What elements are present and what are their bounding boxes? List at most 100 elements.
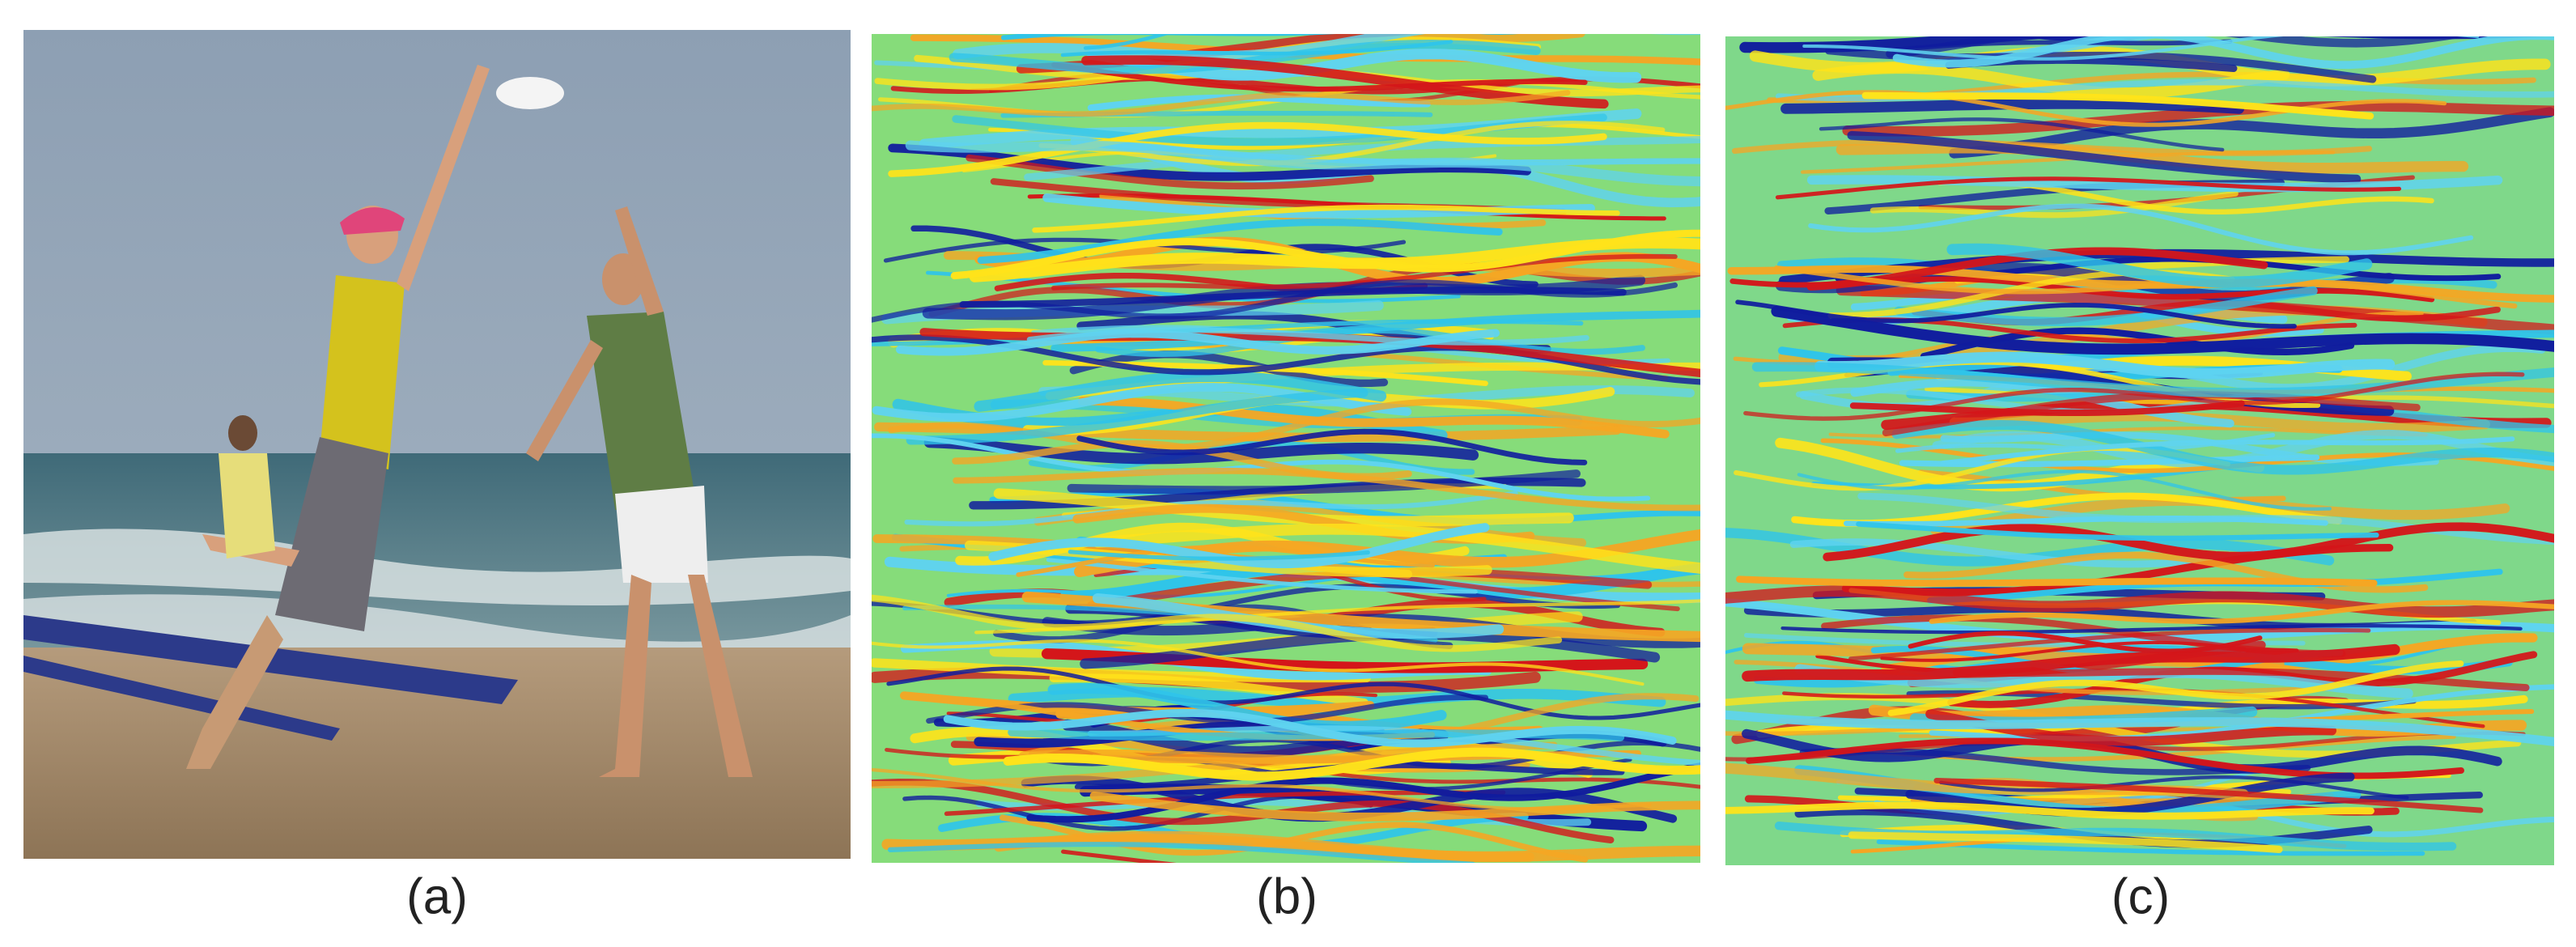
seismic-stripe [1735,299,2297,329]
seismic-stripe [1933,777,2484,813]
seismic-stripe [1000,34,1337,40]
seismic-stripe [1725,90,2447,127]
seismic-stripe [1743,372,2525,421]
seismic-stripe [1059,563,1700,602]
leg [688,575,753,777]
seismic-stripe [887,842,1475,863]
seismic-stripe [1940,436,2515,466]
seismic-stripe [1780,98,2245,114]
seismic-stripe [1856,521,2379,541]
seismic-stripe [974,371,1387,412]
seismic-stripe [1078,397,1670,439]
seismic-stripe [977,219,1503,264]
seismic-stripe [1739,36,2545,53]
seismic-stripe [950,229,1700,280]
seismic-stripe [910,34,1700,66]
seismic-panel [1725,36,2554,865]
seismic-stripe [1847,130,2362,184]
seismic-stripe [906,388,1369,445]
seismic-stripe [872,279,1678,323]
seismic-stripe [1032,204,1620,233]
seismic-stripe [1952,667,2530,692]
seismic-stripe [872,90,1571,117]
seismic-stripe [1089,791,1700,822]
seismic-stripe [1903,551,2429,593]
seismic-stripe [1736,575,2378,587]
seismic-stripe [1892,36,2554,70]
panel-label: (a) [406,868,468,924]
seismic-stripe [1775,176,2402,200]
seismic-stripe [1802,36,2480,61]
seismic-stripe [1782,688,2485,728]
seismic-stripe [1016,545,1435,577]
seismic-stripe [1046,558,1478,594]
seismic-stripe [1038,121,1666,167]
seismic-stripe [1946,243,2373,288]
seismic-stripe [1003,747,1700,781]
kid [219,453,275,558]
seismic-stripe [1780,624,2523,635]
seismic-stripe [1725,801,2374,820]
seismic-stripe [1891,419,2554,475]
seismic-stripe [1067,469,1581,495]
seismic-stripe [1823,522,2554,562]
seismic-stripe [1357,34,1585,43]
seismic-stripe [1808,203,2474,256]
leg [599,575,651,777]
seismic-stripe [1949,107,2554,159]
seismic-stripe [888,143,1532,181]
seismic-stripe [1887,660,2464,716]
seismic-stripe [1742,728,2502,774]
seismic-stripe [1751,362,2554,397]
seismic-stripe [923,436,1479,465]
seismic-stripe [943,708,1677,748]
seismic-stripe [1929,600,2554,624]
seismic-stripe [1789,538,2264,568]
arm [615,206,664,316]
wave [23,594,851,656]
seismic-stripe [1806,175,2503,193]
seismic-stripe [1880,640,2247,662]
seismic-stripe [905,140,1700,187]
seismic-stripe [1908,631,2263,654]
seismic-stripe [904,490,1518,527]
seismic-stripe [988,523,1490,569]
seismic-stripe [1939,775,2409,800]
panel-label: (b) [1256,868,1318,924]
seismic-stripe [1725,585,2554,618]
arm [526,340,603,461]
seismic-stripe [895,329,1500,356]
seismic-stripe [1725,710,2554,746]
seismic-stripe [886,666,1700,720]
seismic-stripe [1899,454,2320,468]
seismic-panel [872,34,1700,863]
seismic-stripe [1861,91,2374,120]
seismic-stripe [1051,62,1588,92]
seismic-stripe [1821,614,2346,657]
seismic-stripe [1076,428,1588,465]
seismic-stripe [965,154,1374,190]
seismic-stripe [1848,831,2283,853]
seismic-stripe [1067,550,1370,561]
seismic-stripe [1848,627,2371,661]
seismic-stripe [1828,427,2428,439]
seismic-stripe [1818,117,2225,152]
seismic-stripe [872,594,1563,652]
seismic-stripe [964,540,1492,578]
seismic-stripe [1051,253,1678,291]
seismic-stripe [1835,142,2469,174]
seismic-stripe [872,584,1621,626]
seismic-stripe [1026,762,1700,823]
panel-label: (c) [2111,868,2170,924]
seismic-stripe [1797,469,2332,512]
frisbee [496,77,564,109]
seismic-stripe [1774,265,2518,309]
seismic-stripe [994,830,1534,862]
photo-panel [23,30,851,859]
seismic-stripe [1876,839,2425,856]
seismic-stripe [1844,516,2328,527]
hat [340,207,405,235]
seismic-stripe [2009,36,2158,42]
